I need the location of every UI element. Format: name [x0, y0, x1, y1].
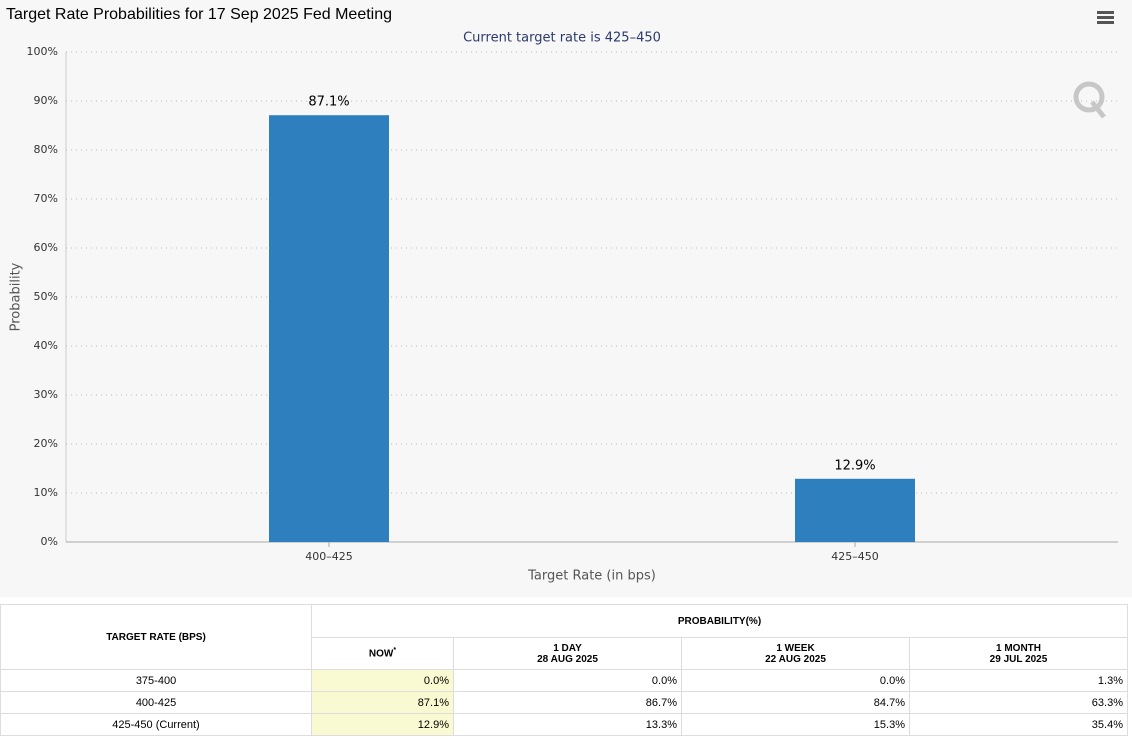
table-row: 425-450 (Current) 12.9% 13.3% 15.3% 35.4% [0, 713, 1128, 736]
y-tick-label: 60% [34, 241, 58, 254]
column-header: 1 DAY 28 AUG 2025 [453, 637, 682, 670]
table-row: 375-400 0.0% 0.0% 0.0% 1.3% [0, 669, 1128, 692]
probability-cell: 63.3% [909, 691, 1128, 714]
bar [269, 115, 389, 543]
y-tick-label: 30% [34, 388, 58, 401]
y-tick-label: 20% [34, 437, 58, 450]
y-tick-label: 50% [34, 290, 58, 303]
y-tick-label: 80% [34, 143, 58, 156]
y-tick-label: 70% [34, 192, 58, 205]
logo [1073, 81, 1106, 119]
column-date: 22 AUG 2025 [765, 653, 826, 665]
chart: Target Rate Probabilities for 17 Sep 202… [0, 0, 1132, 597]
rate-cell: 400-425 [0, 691, 312, 714]
probability-cell: 0.0% [453, 669, 682, 692]
column-header: NOW* [311, 637, 454, 670]
probability-cell: 84.7% [681, 691, 910, 714]
y-tick-label: 100% [27, 45, 58, 58]
column-title: 1 WEEK [776, 642, 815, 654]
probability-cell: 13.3% [453, 713, 682, 736]
x-tick-label: 400–425 [305, 550, 353, 563]
x-tick-label: 425–450 [831, 550, 879, 563]
probability-cell: 1.3% [909, 669, 1128, 692]
y-tick-label: 10% [34, 486, 58, 499]
menu-icon[interactable] [1097, 11, 1114, 24]
column-title: NOW [368, 648, 394, 660]
footnote-mark: * [393, 647, 397, 655]
value-label: 12.9% [834, 458, 875, 473]
rate-header: TARGET RATE (BPS) [0, 604, 312, 670]
column-date: 28 AUG 2025 [537, 653, 598, 665]
probability-cell: 12.9% [311, 713, 454, 736]
rate-cell: 425-450 (Current) [0, 713, 312, 736]
column-title: 1 DAY [553, 642, 582, 654]
chart-background [0, 0, 1132, 597]
probability-cell: 87.1% [311, 691, 454, 714]
y-tick-label: 90% [34, 94, 58, 107]
y-axis-label: Probability [9, 262, 24, 331]
y-tick-label: 0% [41, 535, 58, 548]
x-axis-label: Target Rate (in bps) [527, 569, 656, 584]
probability-cell: 0.0% [311, 669, 454, 692]
chart-title: Target Rate Probabilities for 17 Sep 202… [6, 6, 392, 23]
column-header: 1 WEEK 22 AUG 2025 [681, 637, 910, 670]
column-title: 1 MONTH [996, 642, 1041, 654]
column-header: 1 MONTH 29 JUL 2025 [909, 637, 1128, 670]
probability-cell: 15.3% [681, 713, 910, 736]
probability-cell: 35.4% [909, 713, 1128, 736]
chart-subtitle: Current target rate is 425–450 [463, 31, 661, 46]
probability-cell: 0.0% [681, 669, 910, 692]
probability-header: PROBABILITY(%) [311, 604, 1128, 638]
y-tick-label: 40% [34, 339, 58, 352]
table-row: 400-425 87.1% 86.7% 84.7% 63.3% [0, 691, 1128, 714]
value-label: 87.1% [308, 95, 349, 110]
column-date: 29 JUL 2025 [989, 653, 1048, 665]
rate-cell: 375-400 [0, 669, 312, 692]
probability-cell: 86.7% [453, 691, 682, 714]
probability-table: TARGET RATE (BPS) PROBABILITY(%) NOW* 1 D… [0, 604, 1128, 736]
bar [795, 478, 915, 542]
